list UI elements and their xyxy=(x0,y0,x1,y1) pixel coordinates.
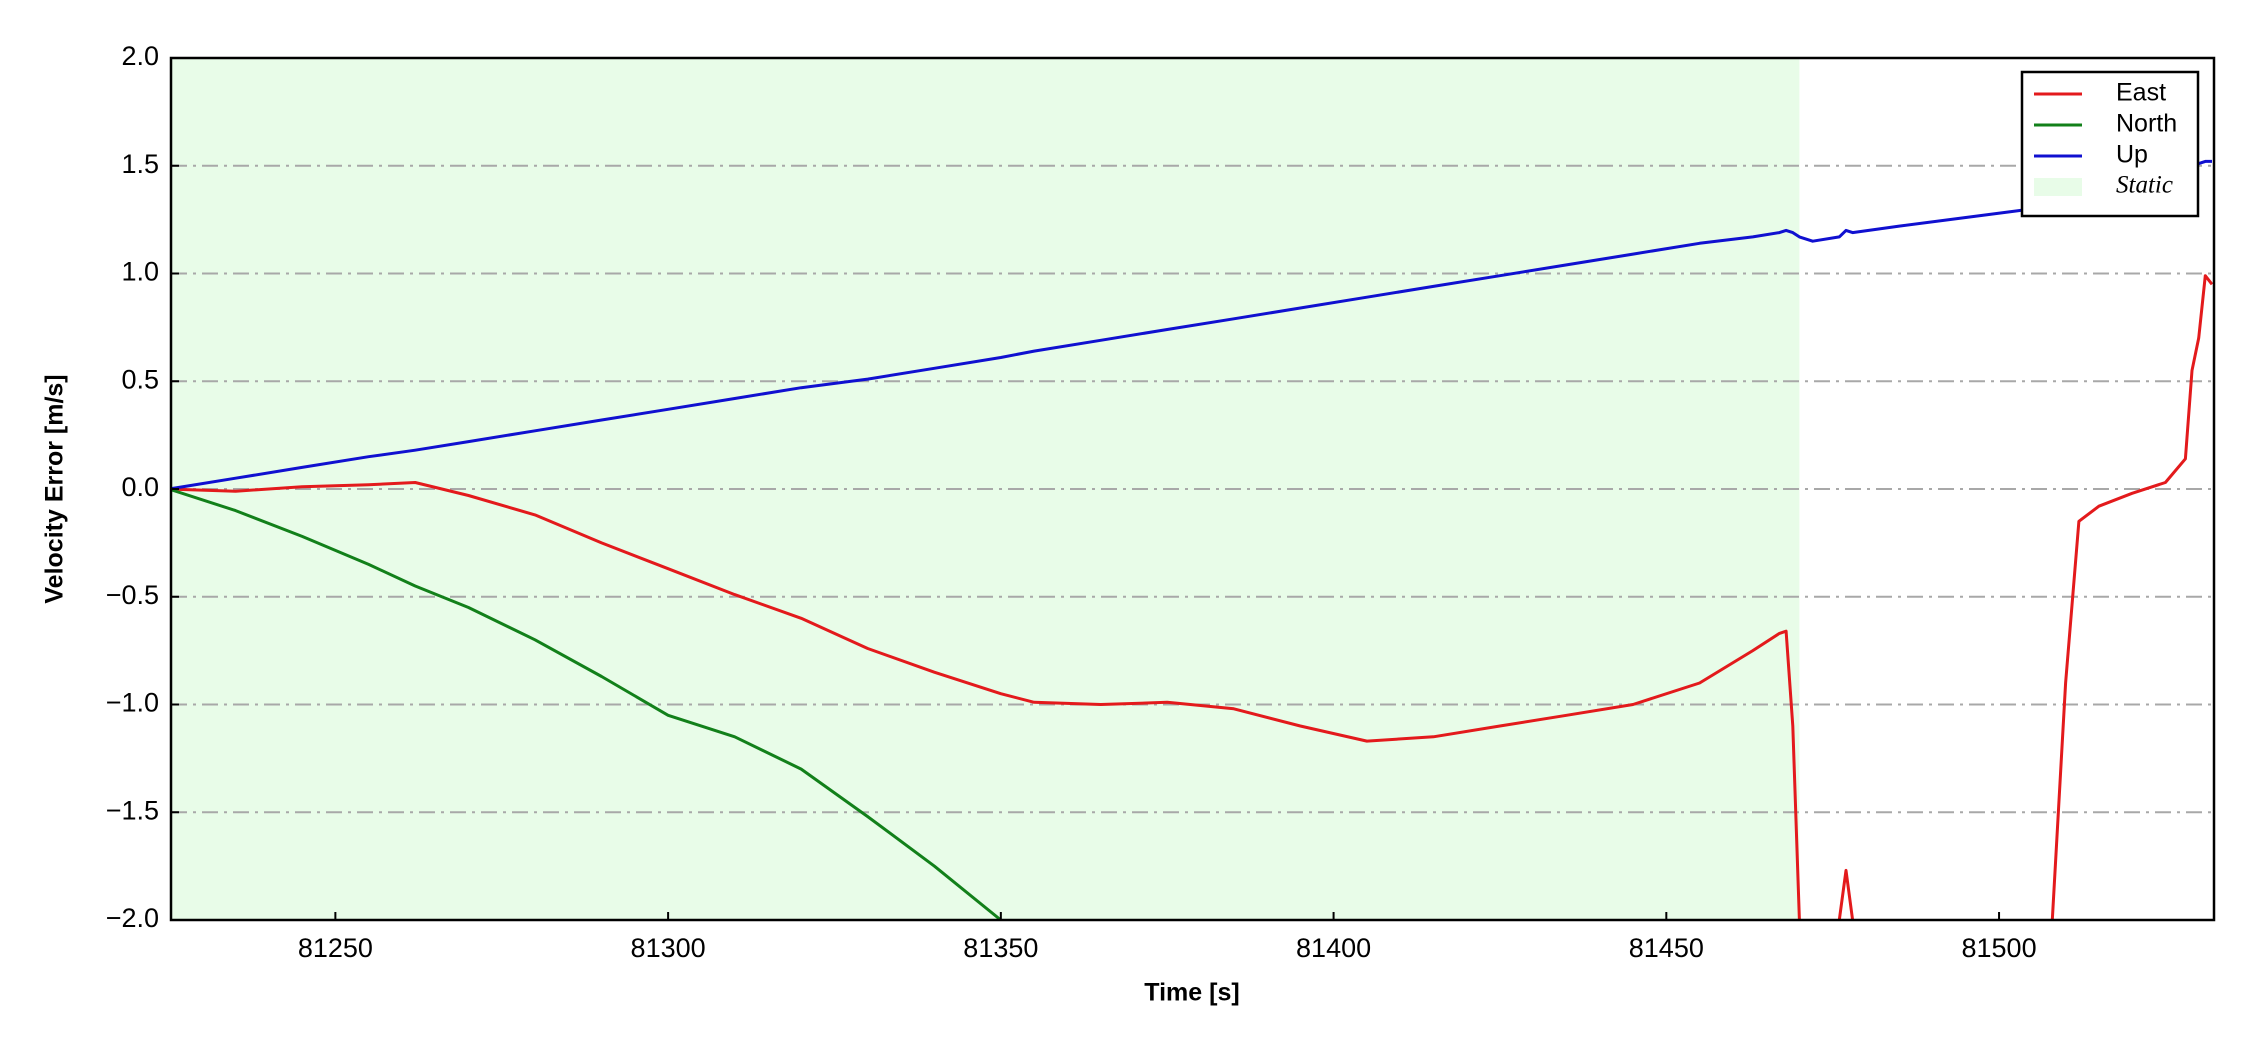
x-tick-label: 81250 xyxy=(298,933,373,963)
axes: −2.0 −1.5 −1.0 −0.5 0.0 0.5 1.0 1.5 2.0 81250 8130… xyxy=(106,41,2037,963)
legend-swatch xyxy=(2034,178,2082,196)
series-line xyxy=(171,274,2214,920)
legend-label: Up xyxy=(2116,141,2148,169)
y-tick-label: −1.0 xyxy=(106,688,159,718)
series-line xyxy=(171,488,1002,920)
x-tick-label: 81450 xyxy=(1629,933,1704,963)
legend-label: Static xyxy=(2116,172,2173,199)
y-tick-label: −2.0 xyxy=(106,903,159,933)
x-tick-label: 81500 xyxy=(1962,933,2037,963)
x-tick-label: 81350 xyxy=(963,933,1038,963)
y-tick-label: −1.5 xyxy=(106,795,159,825)
x-tick-label: 81400 xyxy=(1296,933,1371,963)
y-tick-label: 0.5 xyxy=(121,364,159,394)
y-axis-label: Velocity Error [m/s] xyxy=(41,374,69,603)
y-tick-label: 2.0 xyxy=(121,41,159,71)
x-tick-label: 81300 xyxy=(631,933,706,963)
y-tick-label: 1.0 xyxy=(121,257,159,287)
y-tick-label: 1.5 xyxy=(121,149,159,179)
legend: East North Up Static xyxy=(2020,70,2200,218)
x-axis-label: Time [s] xyxy=(1144,979,1239,1007)
legend-label: East xyxy=(2116,79,2166,107)
y-tick-label: 0.0 xyxy=(121,472,159,502)
y-tick-label: −0.5 xyxy=(106,580,159,610)
legend-label: North xyxy=(2116,110,2177,138)
